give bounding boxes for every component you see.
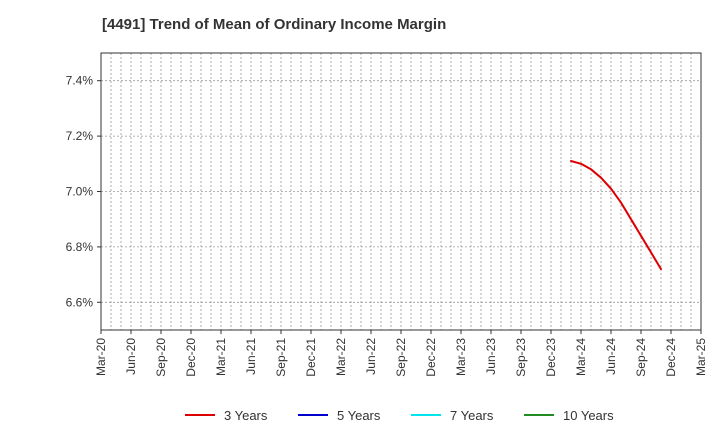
x-tick-label: Mar-25 bbox=[694, 338, 708, 376]
x-tick-label: Sep-24 bbox=[634, 338, 648, 377]
chart-title: [4491] Trend of Mean of Ordinary Income … bbox=[102, 16, 447, 33]
x-tick-label: Sep-22 bbox=[394, 338, 408, 377]
x-tick-label: Mar-20 bbox=[94, 338, 108, 376]
y-axis-ticks: 6.6% 6.8% 7.0% 7.2% 7.4% bbox=[66, 74, 101, 309]
x-tick-label: Jun-23 bbox=[484, 338, 498, 375]
x-tick-label: Mar-24 bbox=[574, 338, 588, 376]
x-tick-label: Jun-21 bbox=[244, 338, 258, 375]
legend-label: 3 Years bbox=[224, 408, 268, 423]
x-tick-label: Mar-22 bbox=[334, 338, 348, 376]
x-tick-label: Sep-21 bbox=[274, 338, 288, 377]
y-tick-label: 7.2% bbox=[66, 129, 94, 143]
x-axis-ticks: Mar-20 Jun-20 Sep-20 Dec-20 Mar-21 Jun-21 Sep-… bbox=[94, 330, 708, 377]
x-tick-label: Dec-23 bbox=[544, 338, 558, 377]
x-tick-label: Sep-20 bbox=[154, 338, 168, 377]
x-tick-label: Jun-22 bbox=[364, 338, 378, 375]
y-tick-label: 6.8% bbox=[66, 240, 94, 254]
x-tick-label: Mar-21 bbox=[214, 338, 228, 376]
x-tick-label: Jun-20 bbox=[124, 338, 138, 375]
x-tick-label: Sep-23 bbox=[514, 338, 528, 377]
series-line-3-years bbox=[570, 160, 662, 271]
legend-label: 5 Years bbox=[337, 408, 381, 423]
grid-layer bbox=[101, 53, 701, 330]
x-tick-label: Dec-22 bbox=[424, 338, 438, 377]
y-tick-label: 7.0% bbox=[66, 185, 94, 199]
x-tick-label: Jun-24 bbox=[604, 338, 618, 375]
x-tick-label: Dec-24 bbox=[664, 338, 678, 377]
x-tick-label: Dec-21 bbox=[304, 338, 318, 377]
x-tick-label: Mar-23 bbox=[454, 338, 468, 376]
y-tick-label: 6.6% bbox=[66, 295, 94, 309]
x-tick-label: Dec-20 bbox=[184, 338, 198, 377]
legend-label: 7 Years bbox=[450, 408, 494, 423]
series-layer bbox=[570, 160, 662, 271]
legend-label: 10 Years bbox=[563, 408, 614, 423]
y-tick-label: 7.4% bbox=[66, 74, 94, 88]
legend: 3 Years 5 Years 7 Years 10 Years bbox=[185, 408, 614, 423]
